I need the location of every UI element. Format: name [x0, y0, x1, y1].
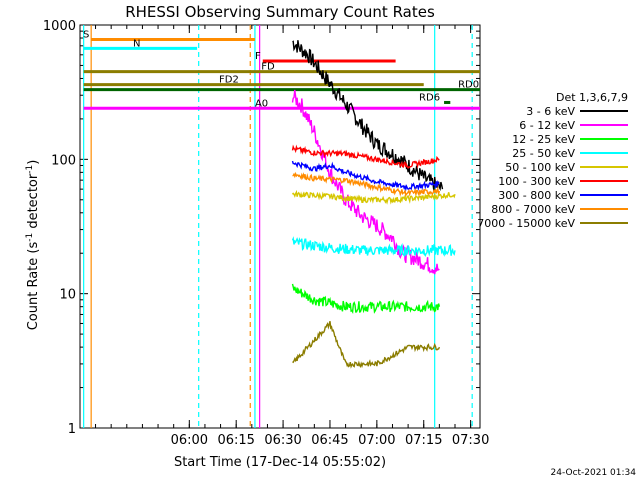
x-tick-label: 07:00: [358, 433, 395, 448]
x-tick-label: 06:15: [217, 433, 254, 448]
legend-header: Det 1,3,6,7,9: [556, 91, 628, 104]
series-line: [292, 40, 444, 192]
series-line: [291, 89, 440, 275]
y-tick-label: 10: [59, 288, 76, 303]
chart-title: RHESSI Observing Summary Count Rates: [125, 3, 435, 21]
legend-label: 50 - 100 keV: [505, 161, 575, 174]
annotation-label: A0: [255, 98, 268, 109]
svg-text:Count Rate (s-1 detector-1): Count Rate (s-1 detector-1): [25, 160, 41, 331]
x-tick-label: 06:45: [311, 433, 348, 448]
annotation-label: FD: [261, 62, 275, 73]
x-tick-label: 07:30: [452, 433, 489, 448]
annotation-label: RD0: [458, 80, 479, 91]
y-tick-label: 1: [68, 422, 76, 437]
series-line: [292, 321, 441, 369]
legend-label: 6 - 12 keV: [519, 119, 575, 132]
legend-label: 3 - 6 keV: [526, 105, 575, 118]
annotation-label: N: [133, 38, 140, 49]
series-line: [291, 160, 440, 192]
series-line: [291, 236, 456, 258]
x-tick-label: 06:00: [171, 433, 208, 448]
annotation-label: FD2: [219, 75, 239, 86]
series-line: [291, 189, 456, 205]
y-tick-label: 1000: [43, 19, 76, 34]
legend-label: 7000 - 15000 keV: [477, 217, 575, 230]
legend-label: 100 - 300 keV: [498, 175, 575, 188]
legend-label: 12 - 25 keV: [512, 133, 575, 146]
legend-label: 800 - 7000 keV: [491, 203, 575, 216]
y-axis-label: Count Rate (s-1 detector-1): [25, 160, 41, 331]
series-line: [291, 144, 440, 169]
plot-area: 06:00 06:15 06:30 06:45 07:00 07:15 07:30 1 10 10…: [43, 19, 489, 448]
plot-frame: [79, 24, 481, 429]
legend-label: 300 - 800 keV: [498, 189, 575, 202]
series-line: [291, 283, 441, 315]
legend-label: 25 - 50 keV: [512, 147, 575, 160]
x-tick-label: 07:15: [405, 433, 442, 448]
x-tick-label: 06:30: [264, 433, 301, 448]
series-line: [292, 171, 441, 198]
annotation-label: F: [255, 51, 261, 62]
footer-date: 24-Oct-2021 01:34: [551, 468, 637, 478]
x-axis-label: Start Time (17-Dec-14 05:55:02): [174, 455, 386, 470]
annotation-label: S: [83, 29, 89, 40]
y-tick-label: 100: [51, 153, 76, 168]
annotation-label: RD6: [419, 92, 440, 103]
